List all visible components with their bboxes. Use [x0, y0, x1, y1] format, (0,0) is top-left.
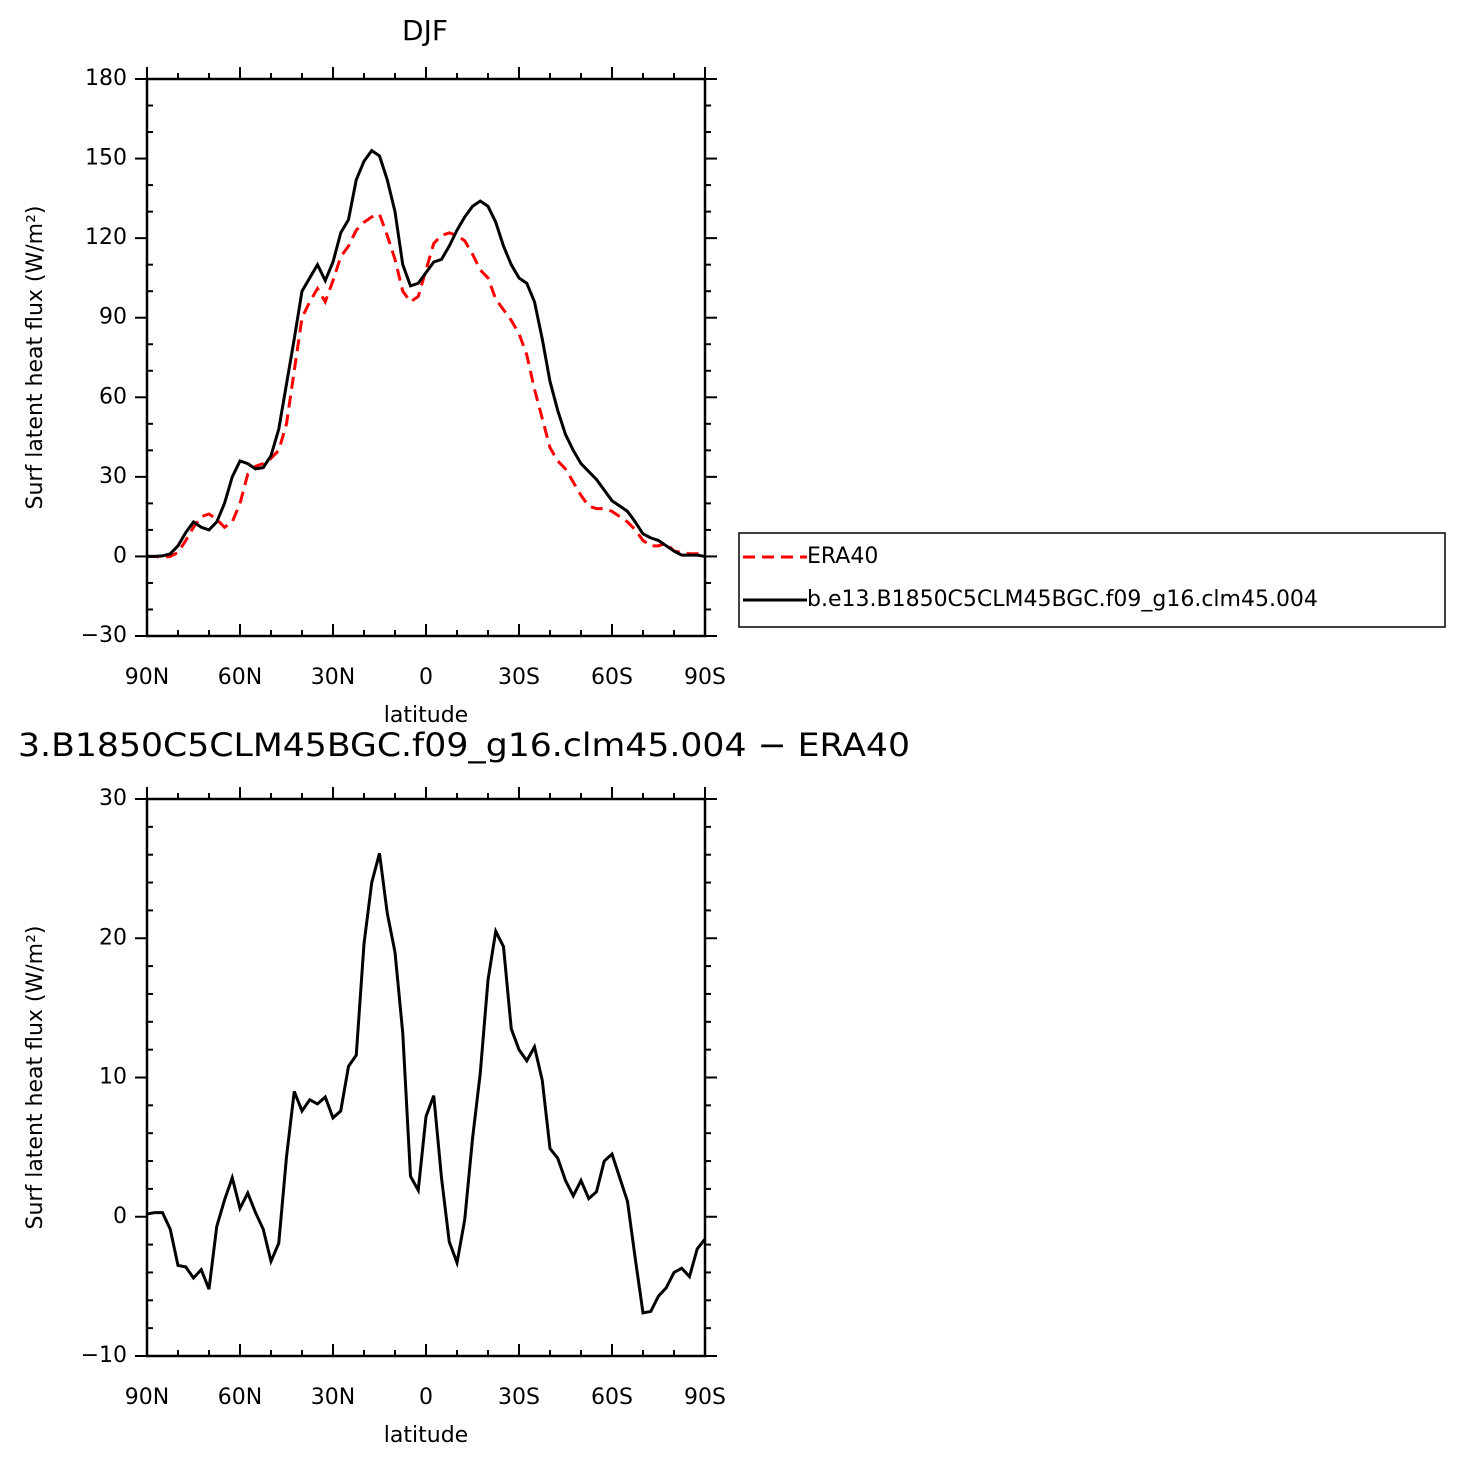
y-tick-label: 90: [99, 305, 127, 330]
x-tick-label: 30S: [498, 1385, 540, 1410]
y-tick-label: 30: [99, 464, 127, 489]
y-tick-label: 20: [99, 925, 127, 950]
plot-frame: [145, 797, 707, 1358]
y-axis-label: Surf latent heat flux (W/m²): [23, 926, 48, 1230]
chart-title: DJF: [402, 14, 448, 47]
x-tick-label: 90S: [684, 1385, 726, 1410]
x-tick-label: 90S: [684, 665, 726, 690]
y-tick-label: 0: [113, 1204, 127, 1229]
x-tick-label: 60S: [591, 665, 633, 690]
y-tick-label: 120: [85, 225, 127, 250]
x-tick-label: 30S: [498, 665, 540, 690]
y-tick-label: 0: [113, 543, 127, 568]
data-line: [147, 212, 705, 559]
x-axis-label: latitude: [384, 1423, 468, 1448]
y-axis-label: Surf latent heat flux (W/m²): [23, 206, 48, 510]
x-tick-label: 0: [419, 665, 433, 690]
x-tick-label: 90N: [125, 1385, 169, 1410]
y-tick-label: 10: [99, 1065, 127, 1090]
data-line: [147, 148, 706, 558]
x-tick-label: 60N: [218, 665, 262, 690]
y-tick-label: −30: [81, 623, 127, 648]
y-tick-label: −10: [81, 1343, 127, 1368]
chart-title: 3.B1850C5CLM45BGC.f09_g16.clm45.004 − ER…: [18, 726, 910, 764]
data-line: [146, 852, 707, 1315]
y-tick-label: 30: [99, 786, 127, 811]
y-tick-label: 60: [99, 384, 127, 409]
x-tick-label: 60S: [591, 1385, 633, 1410]
x-axis-label: latitude: [384, 703, 468, 728]
plot-frame: [145, 77, 707, 638]
x-tick-label: 60N: [218, 1385, 262, 1410]
legend-label: ERA40: [807, 544, 878, 569]
x-tick-label: 30N: [311, 665, 355, 690]
x-tick-label: 30N: [311, 1385, 355, 1410]
x-tick-label: 90N: [125, 665, 169, 690]
x-tick-label: 0: [419, 1385, 433, 1410]
y-tick-label: 180: [85, 66, 127, 91]
legend-box: [738, 532, 1446, 628]
y-tick-label: 150: [85, 146, 127, 171]
legend-label: b.e13.B1850C5CLM45BGC.f09_g16.clm45.004: [807, 587, 1318, 612]
